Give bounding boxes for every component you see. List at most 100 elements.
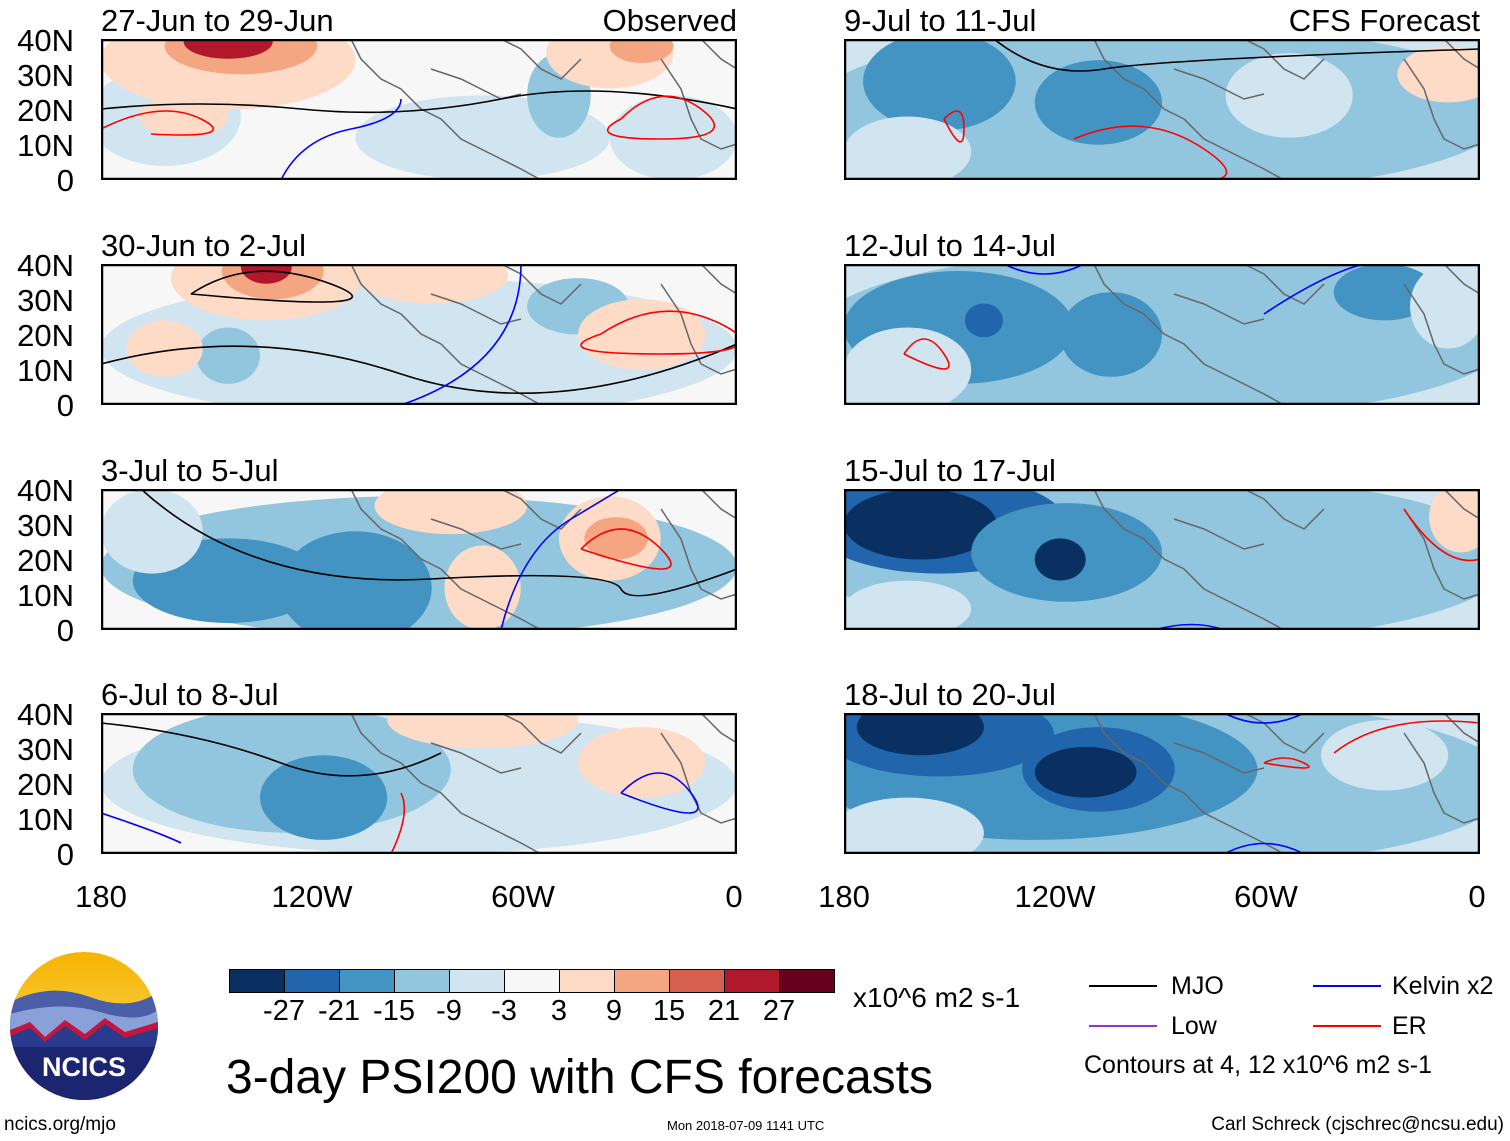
y-tick-label: 10N <box>17 802 74 837</box>
colorbar-units: x10^6 m2 s-1 <box>853 982 1021 1013</box>
anomaly-shading <box>1333 264 1436 321</box>
anomaly-shading <box>863 39 1016 131</box>
anomaly-shading <box>260 755 388 840</box>
anomaly-shading <box>1397 46 1480 103</box>
panel-title: 18-Jul to 20-Jul <box>844 677 1056 712</box>
contour-line <box>390 792 406 854</box>
anomaly-shading <box>844 489 997 560</box>
anomaly-shading <box>578 299 706 370</box>
anomaly-shading <box>240 264 292 284</box>
y-tick-label: 0 <box>56 163 74 198</box>
panel-title: 6-Jul to 8-Jul <box>101 677 279 712</box>
anomaly-shading <box>964 303 1003 338</box>
contour-line <box>943 110 965 143</box>
anomaly-shading <box>844 116 972 180</box>
anomaly-shading <box>101 489 203 574</box>
anomaly-shading <box>196 327 260 384</box>
coastline <box>1093 39 1480 180</box>
contour-line <box>140 489 737 597</box>
contour-line <box>903 338 950 370</box>
x-tick-label: 0 <box>1468 879 1486 914</box>
contour-line <box>101 812 182 844</box>
contour-line <box>101 343 737 394</box>
y-tick-label: 40N <box>17 23 74 58</box>
legend-label-low: Low <box>1171 1012 1217 1040</box>
panel-title: 3-Jul to 5-Jul <box>101 453 279 488</box>
contour-line <box>1073 125 1228 180</box>
colorbar-swatch <box>395 970 450 992</box>
anomaly-shading <box>609 39 674 63</box>
contour-line <box>1333 720 1480 754</box>
anomaly-shading <box>1410 264 1480 349</box>
coastline <box>1093 713 1480 854</box>
colorbar-label: -3 <box>491 995 517 1027</box>
colorbar-swatch <box>450 970 505 992</box>
coastline <box>350 489 737 630</box>
colorbar-swatch <box>230 970 285 992</box>
y-tick-label: 30N <box>17 283 74 318</box>
colorbar-swatch <box>670 970 725 992</box>
panel-title: 30-Jun to 2-Jul <box>101 228 307 263</box>
x-tick-label: 180 <box>75 879 127 914</box>
legend-line-low <box>1089 1025 1157 1027</box>
anomaly-shading <box>374 489 528 535</box>
anomaly-shading <box>355 264 509 304</box>
legend-label-kelvin: Kelvin x2 <box>1392 972 1494 1000</box>
contour-line <box>500 489 622 630</box>
panel-title: 27-Jun to 29-Jun <box>101 3 334 38</box>
coastline <box>1093 264 1480 405</box>
y-tick-label: 10N <box>17 578 74 613</box>
colorbar-swatch <box>505 970 560 992</box>
panel-frame <box>101 713 737 854</box>
anomaly-shading <box>844 797 984 854</box>
y-tick-label: 0 <box>56 613 74 648</box>
contour-line <box>280 98 402 180</box>
colorbar <box>229 969 835 993</box>
legend-label-er: ER <box>1392 1012 1427 1040</box>
map-panel <box>844 489 1480 630</box>
y-tick-label: 30N <box>17 732 74 767</box>
anomaly-shading <box>1060 292 1162 377</box>
y-tick-label: 0 <box>56 388 74 423</box>
map-panel <box>844 39 1480 180</box>
legend-line-mjo <box>1089 985 1157 987</box>
x-tick-label: 60W <box>1234 879 1298 914</box>
colorbar-swatch <box>285 970 340 992</box>
footer-url: ncics.org/mjo <box>4 1114 116 1135</box>
colorbar-swatch <box>560 970 615 992</box>
map-panel <box>101 489 737 630</box>
y-tick-label: 30N <box>17 508 74 543</box>
colorbar-label: -27 <box>263 995 305 1027</box>
coastline <box>1093 489 1480 630</box>
anomaly-shading <box>1034 538 1086 581</box>
y-tick-label: 40N <box>17 697 74 732</box>
y-tick-label: 10N <box>17 128 74 163</box>
colorbar-label: 9 <box>605 995 623 1027</box>
colorbar-swatch <box>340 970 395 992</box>
panel-frame <box>844 713 1480 854</box>
colorbar-label: -9 <box>436 995 462 1027</box>
contour-line <box>101 110 214 136</box>
panel-title: 15-Jul to 17-Jul <box>844 453 1056 488</box>
contour-line <box>1223 713 1305 724</box>
y-tick-label: 20N <box>17 767 74 802</box>
contour-line <box>620 772 699 814</box>
legend-label-mjo: MJO <box>1171 972 1224 1000</box>
contour-line <box>101 722 442 777</box>
colorbar-swatch <box>780 970 834 992</box>
anomaly-shading <box>387 713 578 749</box>
y-tick-label: 10N <box>17 353 74 388</box>
anomaly-shading <box>844 580 972 630</box>
contour-line <box>1263 264 1365 315</box>
colorbar-label: 21 <box>707 995 741 1027</box>
x-tick-label: 180 <box>818 879 870 914</box>
x-tick-label: 120W <box>1014 879 1096 914</box>
y-tick-label: 40N <box>17 248 74 283</box>
coastline <box>350 264 737 405</box>
x-tick-label: 120W <box>271 879 353 914</box>
y-tick-label: 40N <box>17 473 74 508</box>
legend-line-kelvin <box>1313 985 1381 987</box>
panel-frame <box>101 39 737 180</box>
map-panel <box>844 264 1480 405</box>
panel-label: Observed <box>602 3 737 38</box>
